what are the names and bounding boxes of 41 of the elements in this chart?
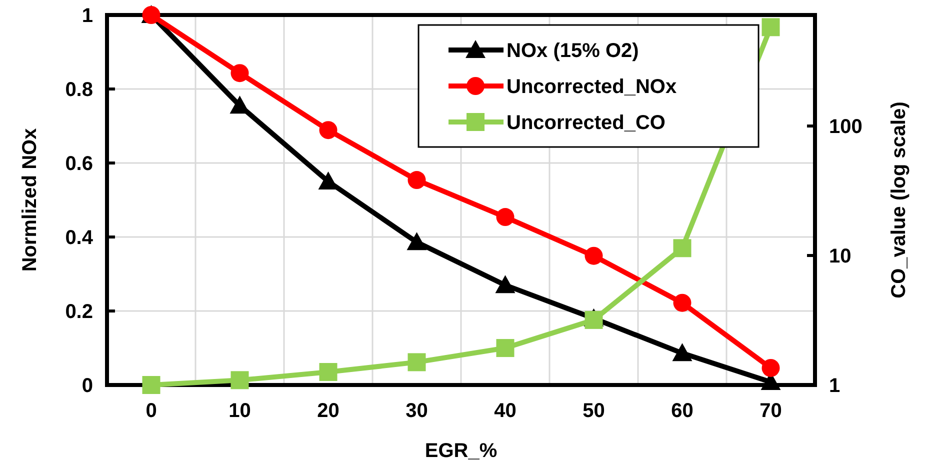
- point: [319, 121, 338, 140]
- x-tick-label: 70: [760, 400, 782, 422]
- x-tick-label: 60: [671, 400, 694, 422]
- x-tick-label: 20: [317, 400, 340, 422]
- x-tick-label: 30: [406, 400, 428, 422]
- point: [762, 18, 780, 36]
- point: [406, 232, 427, 250]
- point: [584, 310, 603, 329]
- y-axis-title: Normlized NOx: [19, 128, 41, 272]
- point: [496, 339, 514, 358]
- y-tick-label: 1: [82, 5, 93, 27]
- point: [142, 376, 160, 394]
- point: [408, 353, 426, 372]
- point: [496, 208, 514, 226]
- y-tick-label: 0.4: [65, 227, 94, 249]
- y-tick-label: 0: [82, 375, 93, 397]
- legend-label: NOx (15% O2): [506, 40, 639, 62]
- x-tick-label: 40: [494, 400, 516, 422]
- y-tick-label: 0.2: [65, 301, 93, 323]
- legend-label: Uncorrected_CO: [506, 112, 666, 134]
- point: [230, 371, 249, 390]
- y2-tick-label: 10: [829, 246, 852, 268]
- y2-tick-label: 1: [829, 375, 840, 397]
- x-axis-title: EGR_%: [424, 440, 498, 462]
- x-tick-label: 0: [146, 400, 157, 422]
- point: [762, 358, 780, 377]
- y2-axis-title: CO_value (log scale): [888, 102, 910, 298]
- point: [495, 275, 516, 294]
- y-tick-label: 0.8: [65, 79, 93, 101]
- legend-label: Uncorrected_NOx: [506, 76, 677, 98]
- y-tick-label: 0.6: [65, 153, 93, 175]
- point: [672, 343, 692, 362]
- x-tick-label: 50: [582, 400, 605, 422]
- y2-tick-label: 100: [829, 116, 862, 138]
- point: [584, 246, 603, 265]
- point: [673, 239, 692, 258]
- x-tick-label: 10: [228, 400, 251, 422]
- point: [408, 171, 426, 190]
- point: [230, 64, 249, 82]
- point: [319, 363, 338, 382]
- point: [673, 294, 692, 312]
